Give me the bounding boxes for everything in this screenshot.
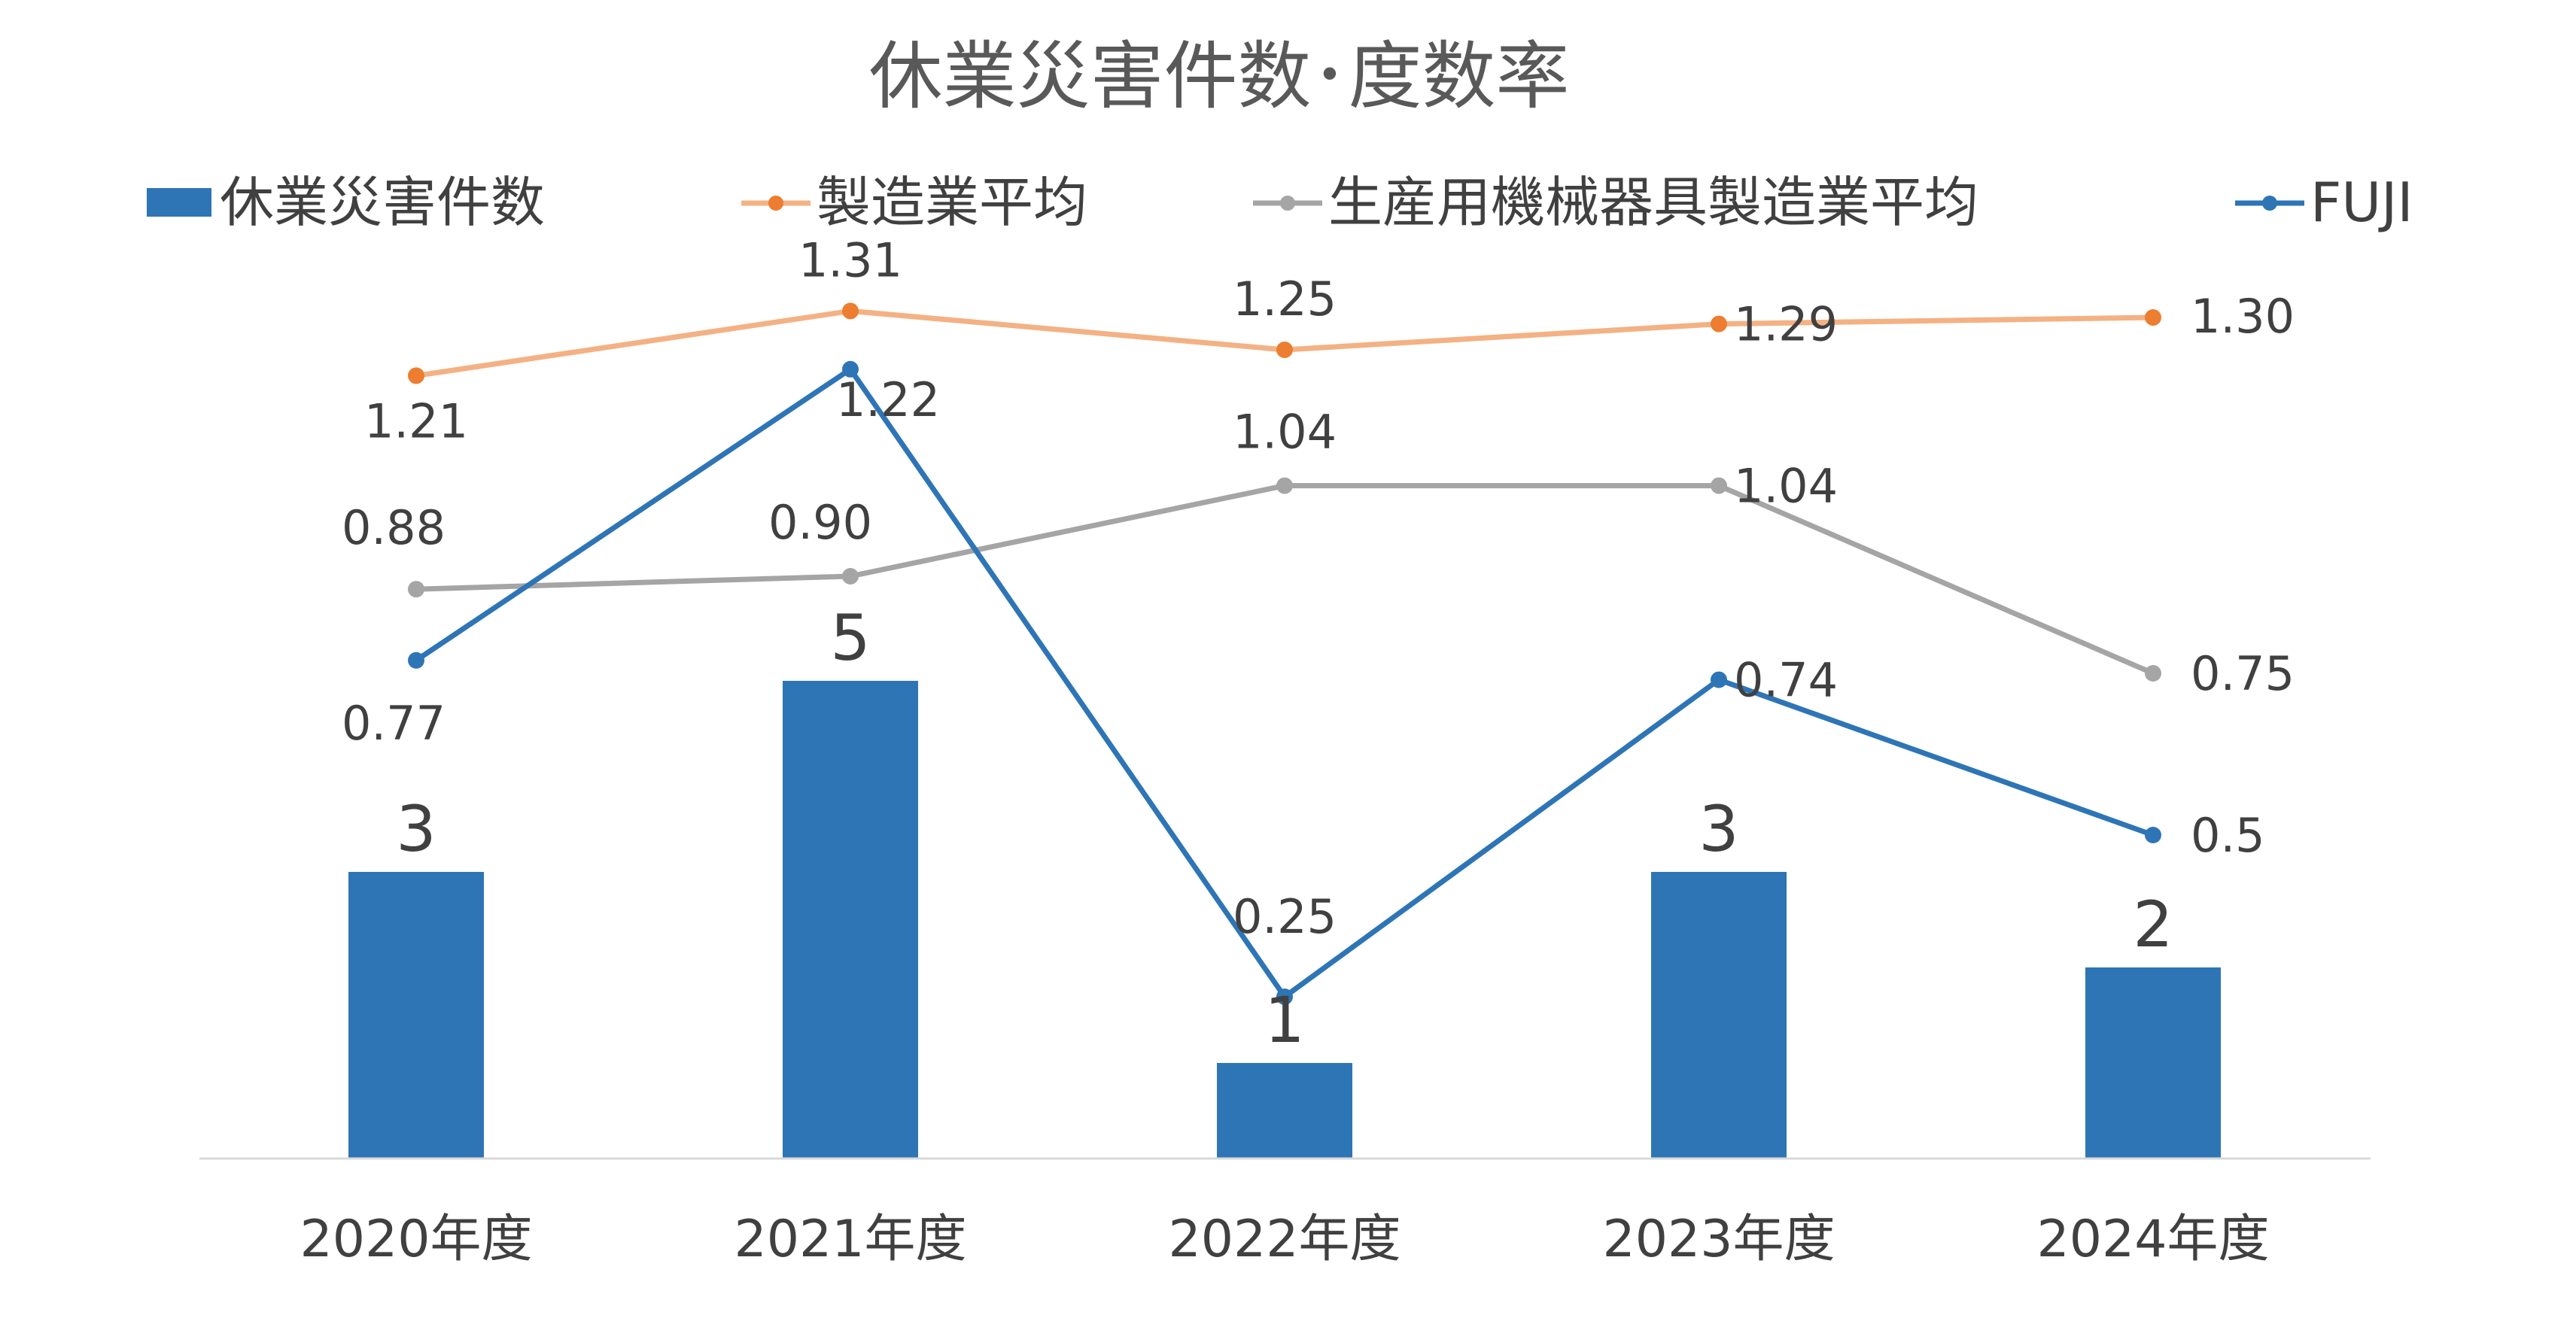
x-tick-label: 2023年度 <box>1602 1210 1835 1269</box>
series-point <box>1711 477 1727 494</box>
line-data-label: 0.74 <box>1734 653 1838 708</box>
x-tick-label: 2024年度 <box>2036 1210 2269 1269</box>
bar-2022年度 <box>1217 1063 1352 1159</box>
line-data-label: 1.30 <box>2191 289 2295 344</box>
line-data-label: 0.88 <box>342 500 446 555</box>
line-data-label: 0.77 <box>342 696 446 751</box>
x-tick-label: 2022年度 <box>1168 1210 1401 1269</box>
bar-2021年度 <box>783 681 918 1159</box>
series-point <box>842 302 859 320</box>
x-axis-ticks: 2020年度 2021年度 2022年度 2023年度 2024年度 <box>300 1210 2269 1269</box>
legend-swatch-marker <box>1280 196 1295 211</box>
legend-label: FUJI <box>2310 171 2413 234</box>
line-data-label: 1.31 <box>798 232 902 287</box>
line-data-label: 1.04 <box>1734 459 1838 514</box>
legend-swatch-bar <box>147 188 211 217</box>
line-series <box>408 302 2161 1005</box>
line-data-label: 0.5 <box>2191 808 2265 863</box>
legend-label: 休業災害件数 <box>220 171 545 234</box>
series-point <box>408 651 424 669</box>
line-data-label: 1.29 <box>1734 297 1838 352</box>
data-labels: 3 5 1 3 2 1.21 1.31 1.25 1.29 1.30 0.88 0.90 1.04 1.0… <box>342 232 2295 1057</box>
series-point <box>408 367 424 384</box>
bar-label: 2 <box>2133 888 2173 961</box>
bar-2024年度 <box>2085 967 2221 1159</box>
bar-label: 3 <box>1699 792 1738 866</box>
line-data-label: 0.75 <box>2191 646 2295 701</box>
line-data-label: 1.25 <box>1233 272 1337 326</box>
bar-label: 3 <box>396 792 436 866</box>
series-point <box>408 581 424 598</box>
series-point <box>2145 665 2161 682</box>
x-tick-label: 2021年度 <box>734 1210 966 1269</box>
series-point <box>1276 988 1293 1005</box>
line-data-label: 1.04 <box>1233 405 1337 460</box>
line-data-label: 0.90 <box>768 495 872 550</box>
x-tick-label: 2020年度 <box>300 1210 532 1269</box>
legend-swatch-marker <box>2262 196 2277 211</box>
series-point <box>1276 477 1293 494</box>
chart-title: 休業災害件数･度数率 <box>868 34 1569 120</box>
series-point <box>842 360 859 378</box>
line-data-label: 1.22 <box>836 372 940 427</box>
line-data-label: 1.21 <box>364 393 468 448</box>
legend: 休業災害件数 製造業平均 生産用機械器具製造業平均 FUJI <box>147 171 2413 234</box>
bar-label: 1 <box>1264 983 1304 1057</box>
legend-label: 生産用機械器具製造業平均 <box>1328 171 1978 234</box>
bar-2020年度 <box>348 872 484 1159</box>
bar-2023年度 <box>1651 872 1787 1159</box>
legend-swatch-marker <box>768 196 783 211</box>
series-point <box>2145 827 2161 843</box>
series-point <box>2145 309 2161 326</box>
legend-label: 製造業平均 <box>817 171 1087 234</box>
series-point <box>1276 342 1293 358</box>
series-point <box>1711 315 1727 333</box>
bars <box>348 681 2221 1159</box>
line-data-label: 0.25 <box>1233 889 1337 944</box>
series-point <box>1711 671 1727 688</box>
series-point <box>842 568 859 585</box>
bar-label: 5 <box>830 601 870 675</box>
